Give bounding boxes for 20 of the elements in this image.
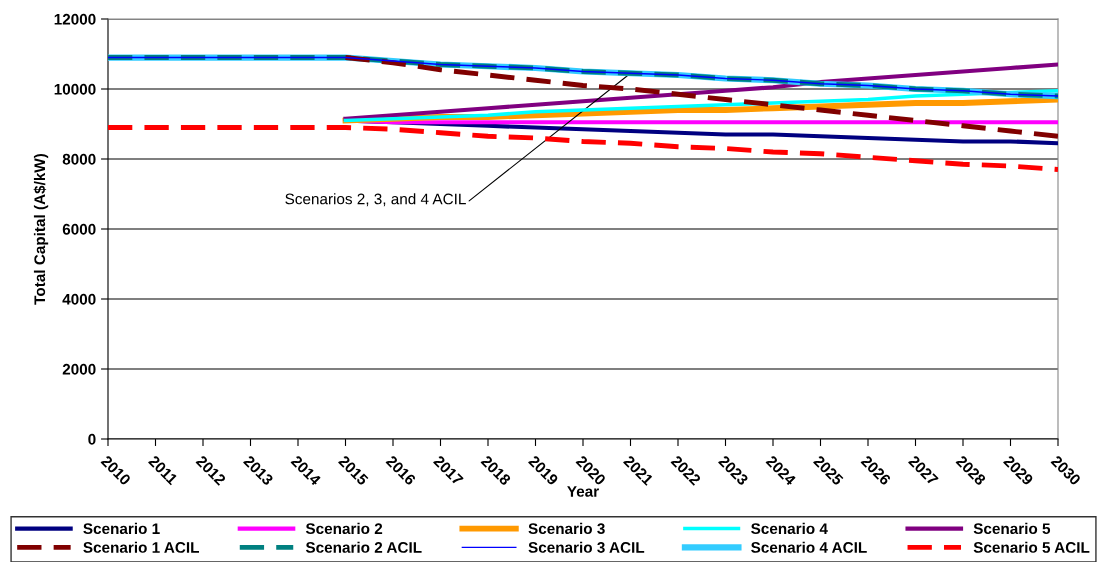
y-tick-label: 2000 <box>62 363 96 375</box>
x-axis-title: Year <box>567 486 599 497</box>
legend-label: Scenario 2 ACIL <box>305 541 422 553</box>
legend-label: Scenario 2 <box>305 522 383 535</box>
legend-label: Scenario 1 ACIL <box>83 541 199 553</box>
legend-label: Scenario 5 ACIL <box>973 541 1090 553</box>
legend-label: Scenario 1 <box>83 522 160 535</box>
y-tick-label: 4000 <box>62 293 96 305</box>
y-tick-label: 8000 <box>62 153 96 165</box>
annotation: Scenarios 2, 3, and 4 ACIL <box>285 193 466 207</box>
legend-label: Scenario 5 <box>973 522 1051 535</box>
y-tick-label: 12000 <box>54 13 96 25</box>
legend-label: Scenario 4 ACIL <box>751 541 867 553</box>
legend-label: Scenario 3 <box>528 522 605 535</box>
y-tick-label: 6000 <box>62 223 96 235</box>
y-axis-title: Total Capital (A$/kW) <box>33 153 49 305</box>
y-tick-label: 0 <box>88 433 96 445</box>
legend-label: Scenario 4 <box>751 522 828 535</box>
legend-label: Scenario 3 ACIL <box>528 541 645 553</box>
y-tick-label: 10000 <box>54 83 96 95</box>
